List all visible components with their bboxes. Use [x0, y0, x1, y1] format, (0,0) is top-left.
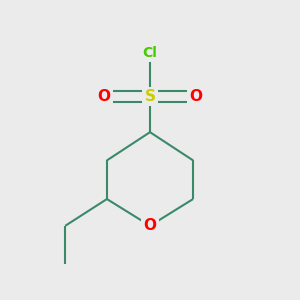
Text: S: S	[145, 89, 155, 104]
Text: O: O	[98, 89, 110, 104]
Text: Cl: Cl	[142, 46, 158, 60]
Text: O: O	[143, 218, 157, 233]
Text: O: O	[190, 89, 202, 104]
